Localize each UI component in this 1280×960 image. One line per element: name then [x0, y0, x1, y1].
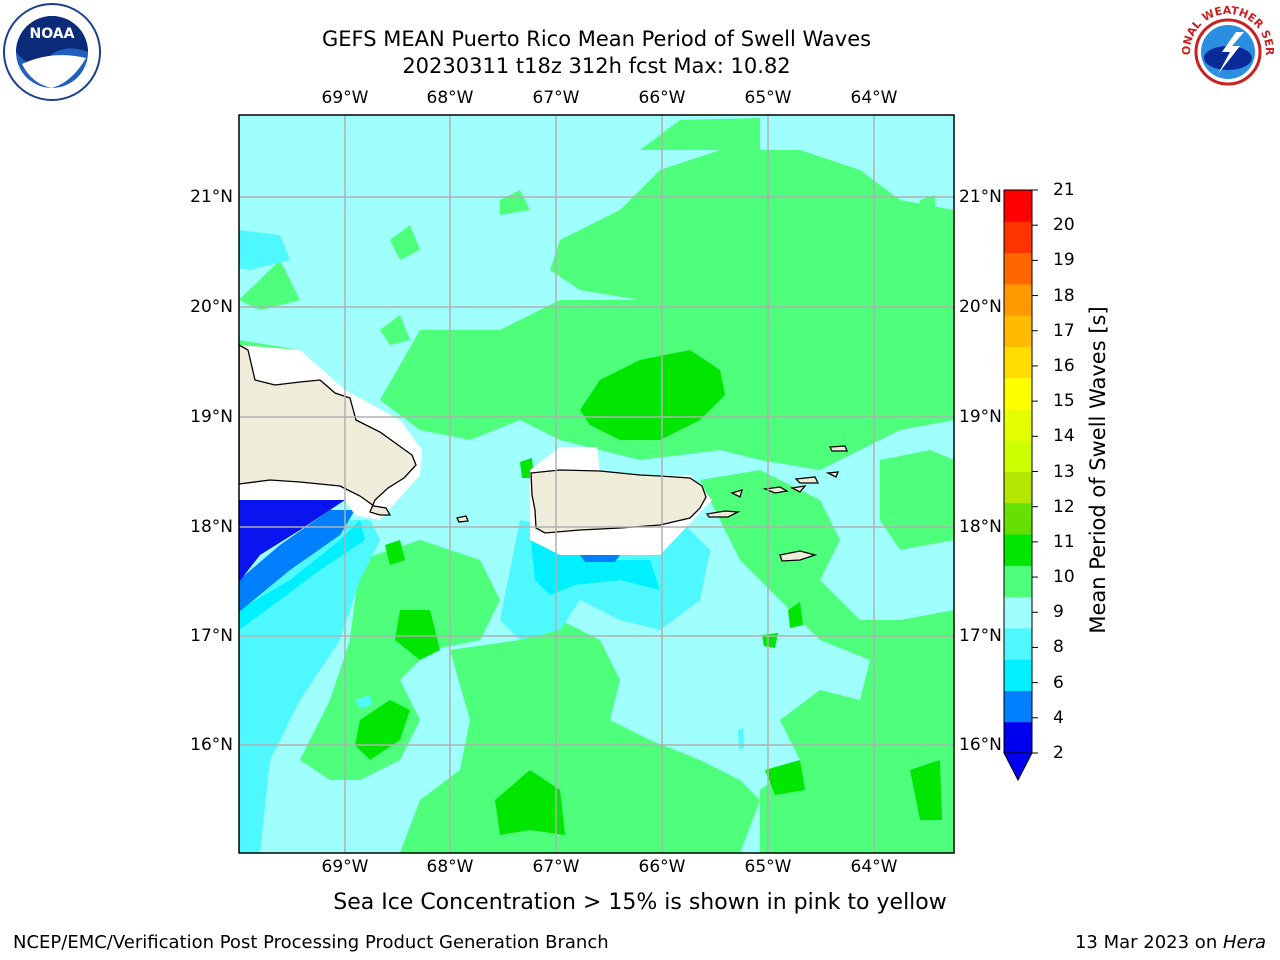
- colorbar-tick-label: 10: [1053, 567, 1075, 588]
- st-thomas: [762, 486, 789, 494]
- colorbar-segment: [1004, 534, 1032, 566]
- lat-label: 16°N: [959, 735, 1002, 755]
- lat-label: 18°N: [959, 517, 1002, 537]
- st-john: [789, 485, 807, 493]
- noaa-logo-text: NOAA: [30, 26, 75, 42]
- nws-logo-icon: NATIONAL WEATHER SERVICE: [1178, 2, 1276, 100]
- graticule: [239, 115, 954, 853]
- machine-name: Hera: [1222, 932, 1266, 953]
- sea-ice-note: Sea Ice Concentration > 15% is shown in …: [333, 890, 947, 915]
- culebra: [730, 489, 743, 498]
- credit-text: NCEP/EMC/Verification Post Processing Pr…: [13, 932, 609, 953]
- colorbar-segment: [1004, 502, 1032, 535]
- lat-label: 16°N: [190, 735, 233, 755]
- lat-label: 17°N: [959, 626, 1002, 646]
- run-date: 13 Mar 2023 on Hera: [1075, 932, 1266, 953]
- field-2-4: [239, 500, 345, 582]
- colorbar-tick-label: 15: [1053, 391, 1075, 412]
- mona-island: [456, 515, 469, 523]
- colorbar-segment: [1004, 471, 1032, 504]
- st-croix: [779, 550, 818, 562]
- colorbar-segment: [1004, 440, 1032, 472]
- hispaniola: [239, 344, 417, 516]
- lat-label: 20°N: [190, 297, 233, 317]
- colorbar-segment: [1004, 190, 1032, 222]
- lon-label: 69°W: [321, 88, 369, 108]
- lon-label: 68°W: [426, 857, 474, 877]
- colorbar-segment: [1004, 659, 1032, 691]
- lat-label: 21°N: [959, 187, 1002, 207]
- colorbar-tick-label: 8: [1053, 637, 1064, 658]
- lon-label: 69°W: [321, 857, 369, 877]
- lon-label: 65°W: [744, 857, 792, 877]
- colorbar-segment: [1004, 221, 1032, 254]
- run-date-text: 13 Mar 2023 on: [1074, 932, 1223, 953]
- colorbar-segment: [1004, 377, 1032, 410]
- colorbar-title: Mean Period of Swell Waves [s]: [1086, 306, 1110, 634]
- colorbar-segment: [1004, 315, 1032, 347]
- colorbar-segment: [1004, 346, 1032, 379]
- field-4-6: [239, 510, 620, 612]
- small-island: [825, 471, 840, 478]
- colorbar-tick-label: 18: [1053, 285, 1075, 306]
- colorbar-segment: [1004, 690, 1032, 723]
- lon-label: 64°W: [850, 88, 898, 108]
- anegada: [828, 445, 848, 452]
- colorbar-tick-label: 20: [1053, 215, 1075, 236]
- colorbar-tick-label: 2: [1053, 743, 1064, 763]
- colorbar: [1003, 189, 1038, 782]
- vieques: [705, 510, 741, 518]
- lat-label: 18°N: [190, 517, 233, 537]
- lat-label: 21°N: [190, 187, 233, 207]
- lon-label: 67°W: [532, 857, 580, 877]
- colorbar-tick-label: 9: [1053, 602, 1064, 623]
- colorbar-tick-label: 6: [1053, 672, 1064, 693]
- colorbar-tick-label: 21: [1053, 180, 1075, 200]
- lat-label: 17°N: [190, 626, 233, 646]
- lon-label: 66°W: [638, 88, 686, 108]
- colorbar-segment: [1004, 627, 1032, 660]
- map-title: GEFS MEAN Puerto Rico Mean Period of Swe…: [321, 27, 872, 51]
- colorbar-segment: [1004, 283, 1032, 316]
- map-frame: [238, 114, 955, 854]
- colorbar-tick-label: 17: [1053, 320, 1075, 341]
- colorbar-tick-label: 4: [1053, 707, 1064, 728]
- colorbar-tick-label: 14: [1053, 426, 1075, 447]
- lon-label: 65°W: [744, 88, 792, 108]
- colorbar-segment: [1004, 596, 1032, 629]
- colorbar-tick-label: 16: [1053, 355, 1075, 376]
- colorbar-tick-label: 19: [1053, 250, 1075, 271]
- colorbar-segment: [1004, 252, 1032, 285]
- colorbar-tick-label: 11: [1053, 531, 1075, 552]
- noaa-logo-icon: NOAA: [3, 3, 101, 101]
- colorbar-tick-label: 12: [1053, 496, 1075, 517]
- colorbar-segment: [1004, 721, 1032, 754]
- colorbar-segment: [1004, 408, 1032, 441]
- lon-label: 67°W: [532, 88, 580, 108]
- lat-label: 20°N: [959, 297, 1002, 317]
- lon-label: 64°W: [850, 857, 898, 877]
- map-field: [239, 115, 954, 853]
- lat-label: 19°N: [959, 407, 1002, 427]
- colorbar-segment: [1004, 565, 1032, 598]
- colorbar-tick-label: 13: [1053, 461, 1075, 482]
- map-subtitle: 20230311 t18z 312h fcst Max: 10.82: [402, 54, 791, 78]
- tortola: [794, 476, 820, 484]
- lat-label: 19°N: [190, 407, 233, 427]
- lon-label: 68°W: [426, 88, 474, 108]
- colorbar-extend-arrow: [1003, 752, 1033, 782]
- lon-label: 66°W: [638, 857, 686, 877]
